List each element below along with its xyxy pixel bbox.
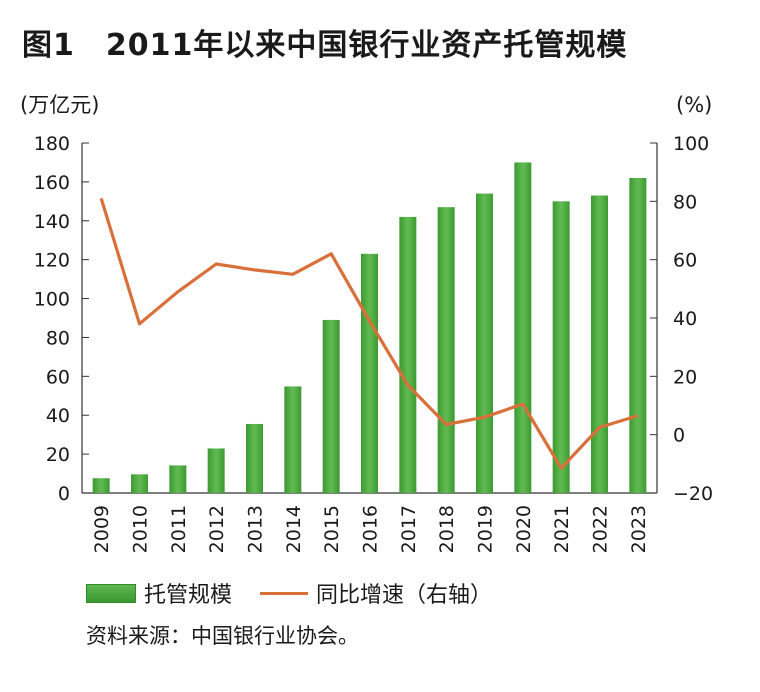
left-axis-unit: (万亿元) [20, 93, 99, 117]
x-tick-label: 2012 [206, 505, 228, 553]
legend-swatch-line [260, 591, 309, 595]
bar-2021 [552, 201, 570, 494]
legend-item-line: 同比增速（右轴） [260, 577, 492, 609]
bar-2020 [514, 162, 532, 493]
bar-2011 [169, 465, 187, 493]
bar-2019 [476, 193, 493, 494]
left-tick-label: 20 [46, 444, 70, 466]
left-tick-label: 0 [58, 483, 70, 505]
bar-2015 [322, 319, 340, 493]
right-tick-label: −20 [673, 483, 713, 505]
x-tick-label: 2021 [551, 505, 573, 553]
right-tick-label: 0 [673, 425, 685, 447]
right-tick-label: 80 [673, 191, 697, 213]
left-tick-label: 180 [34, 133, 70, 155]
left-tick-label: 100 [34, 289, 70, 311]
left-tick-label: 60 [46, 366, 70, 388]
x-tick-label: 2013 [245, 505, 267, 553]
bar-2018 [437, 207, 455, 493]
x-tick-label: 2015 [321, 505, 343, 553]
right-axis-unit: (%) [676, 93, 712, 117]
right-tick-label: 40 [673, 308, 697, 330]
x-tick-label: 2011 [168, 505, 190, 553]
source-note: 资料来源：中国银行业协会。 [86, 624, 359, 648]
legend-item-bar: 托管规模 [86, 577, 232, 609]
bar-2013 [246, 423, 263, 493]
left-tick-label: 120 [34, 250, 70, 272]
x-tick-label: 2019 [475, 505, 497, 553]
x-tick-label: 2016 [360, 505, 382, 553]
bar-2017 [399, 216, 417, 493]
left-tick-label: 40 [46, 405, 70, 427]
right-tick-label: 100 [673, 133, 709, 155]
x-tick-label: 2014 [283, 505, 305, 553]
left-tick-label: 160 [34, 172, 70, 194]
chart-canvas: 0 20 40 60 80 100 120 140 160 180 −20 0 20 40 60 80 100 (… [20, 93, 713, 553]
bar-2010 [131, 474, 148, 493]
x-tick-label: 2017 [398, 505, 420, 553]
legend-label-bar: 托管规模 [144, 583, 233, 608]
x-tick-label: 2010 [130, 505, 152, 553]
legend: 托管规模 同比增速（右轴） [86, 578, 520, 608]
legend-swatch-bar [86, 583, 136, 603]
chart-title: 图1 2011年以来中国银行业资产托管规模 [22, 28, 628, 63]
x-tick-label: 2022 [590, 505, 612, 553]
bar-2014 [284, 386, 302, 493]
bar-2009 [92, 478, 110, 493]
x-tick-label: 2009 [91, 505, 113, 553]
bar-2012 [207, 448, 225, 493]
right-tick-label: 60 [673, 250, 697, 272]
bar-2016 [361, 253, 378, 493]
left-tick-label: 140 [34, 211, 70, 233]
x-tick-label: 2023 [628, 505, 650, 553]
bar-2023 [629, 178, 647, 493]
right-tick-label: 20 [673, 366, 697, 388]
left-tick-label: 80 [46, 327, 70, 349]
bar-2022 [591, 195, 608, 493]
x-tick-label: 2018 [436, 505, 458, 553]
legend-label-line: 同比增速（右轴） [316, 583, 493, 608]
x-tick-label: 2020 [513, 505, 535, 553]
